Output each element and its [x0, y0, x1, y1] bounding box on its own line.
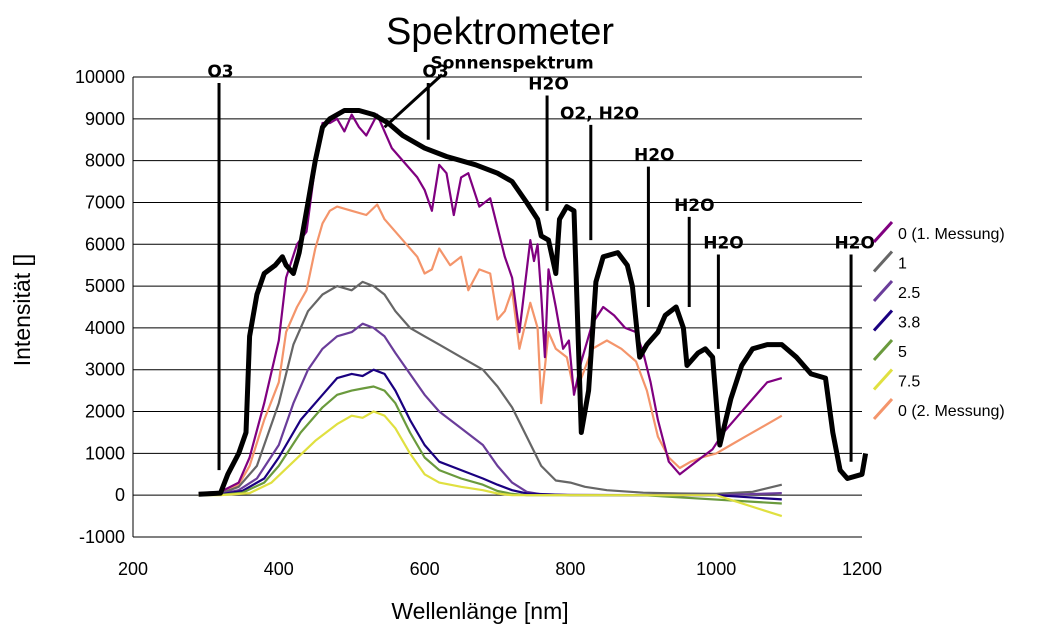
y-tick-label: -1000: [79, 527, 125, 547]
series-line-1: [198, 280, 783, 497]
y-tick-label: 8000: [85, 151, 125, 171]
x-tick-label: 1200: [842, 559, 882, 579]
x-tick-label: 800: [555, 559, 585, 579]
annotation-label: O3: [422, 62, 448, 82]
x-tick-label: 1000: [696, 559, 736, 579]
legend-swatch: [872, 338, 894, 362]
x-tick-label: 200: [118, 559, 148, 579]
annotation-label: H2O: [703, 233, 744, 253]
gridlines: [133, 76, 862, 538]
x-tick-label: 400: [264, 559, 294, 579]
legend-label: 2.5: [898, 285, 920, 302]
y-tick-label: 1000: [85, 443, 125, 463]
legend-swatch: [872, 368, 894, 391]
legend-label: 7.5: [898, 374, 920, 391]
y-tick-label: 9000: [85, 109, 125, 129]
annotation-label: H2O: [834, 233, 875, 253]
legend-label: 1: [898, 256, 907, 273]
series-line-7-5: [198, 410, 783, 518]
series-line-3-8: [198, 368, 782, 501]
legend-swatch: [872, 220, 894, 244]
annotation-line: [383, 73, 444, 129]
y-tick-label: 10000: [75, 67, 125, 87]
chart-title: Spektrometer: [386, 11, 614, 53]
y-axis-label: Intensität []: [9, 254, 35, 367]
legend-label: 0 (2. Messung): [898, 403, 1005, 420]
x-axis-ticks: 200 400 600 800 1000 1200: [118, 559, 882, 579]
annotation-label: H2O: [528, 75, 569, 95]
y-tick-label: 2000: [85, 402, 125, 422]
annotation-label: Sonnenspektrum: [430, 54, 593, 74]
annotation-label: O2, H2O: [560, 104, 639, 124]
annotation-label: H2O: [674, 196, 715, 216]
x-tick-label: 600: [410, 559, 440, 579]
y-tick-label: 3000: [85, 360, 125, 380]
legend-swatch: [872, 397, 894, 421]
series-line-5: [198, 385, 782, 505]
legend-swatch: [872, 250, 894, 273]
x-axis-label: Wellenlänge [nm]: [391, 598, 568, 624]
series-lines: [198, 108, 869, 518]
legend: 0 (1. Messung) 1 2.5 3.8 5 7.5 0 (2. Messung): [872, 220, 1005, 421]
annotation-label: H2O: [634, 146, 675, 166]
legend-label: 3.8: [898, 315, 920, 332]
legend-swatch: [872, 279, 894, 303]
annotation-label: O3: [207, 62, 233, 82]
series-line-0-2-messung-: [198, 203, 783, 495]
y-tick-label: 4000: [85, 318, 125, 338]
legend-label: 0 (1. Messung): [898, 226, 1005, 243]
legend-label: 5: [898, 344, 907, 361]
y-tick-label: 6000: [85, 234, 125, 254]
y-tick-label: 5000: [85, 276, 125, 296]
y-tick-label: 7000: [85, 192, 125, 212]
series-line-sonnenspektrum: [198, 108, 869, 497]
legend-swatch: [872, 309, 894, 332]
y-tick-label: 0: [115, 485, 125, 505]
y-axis-ticks: -1000 0 1000 2000 3000 4000 5000 6000 7000 8000 90…: [75, 67, 125, 547]
